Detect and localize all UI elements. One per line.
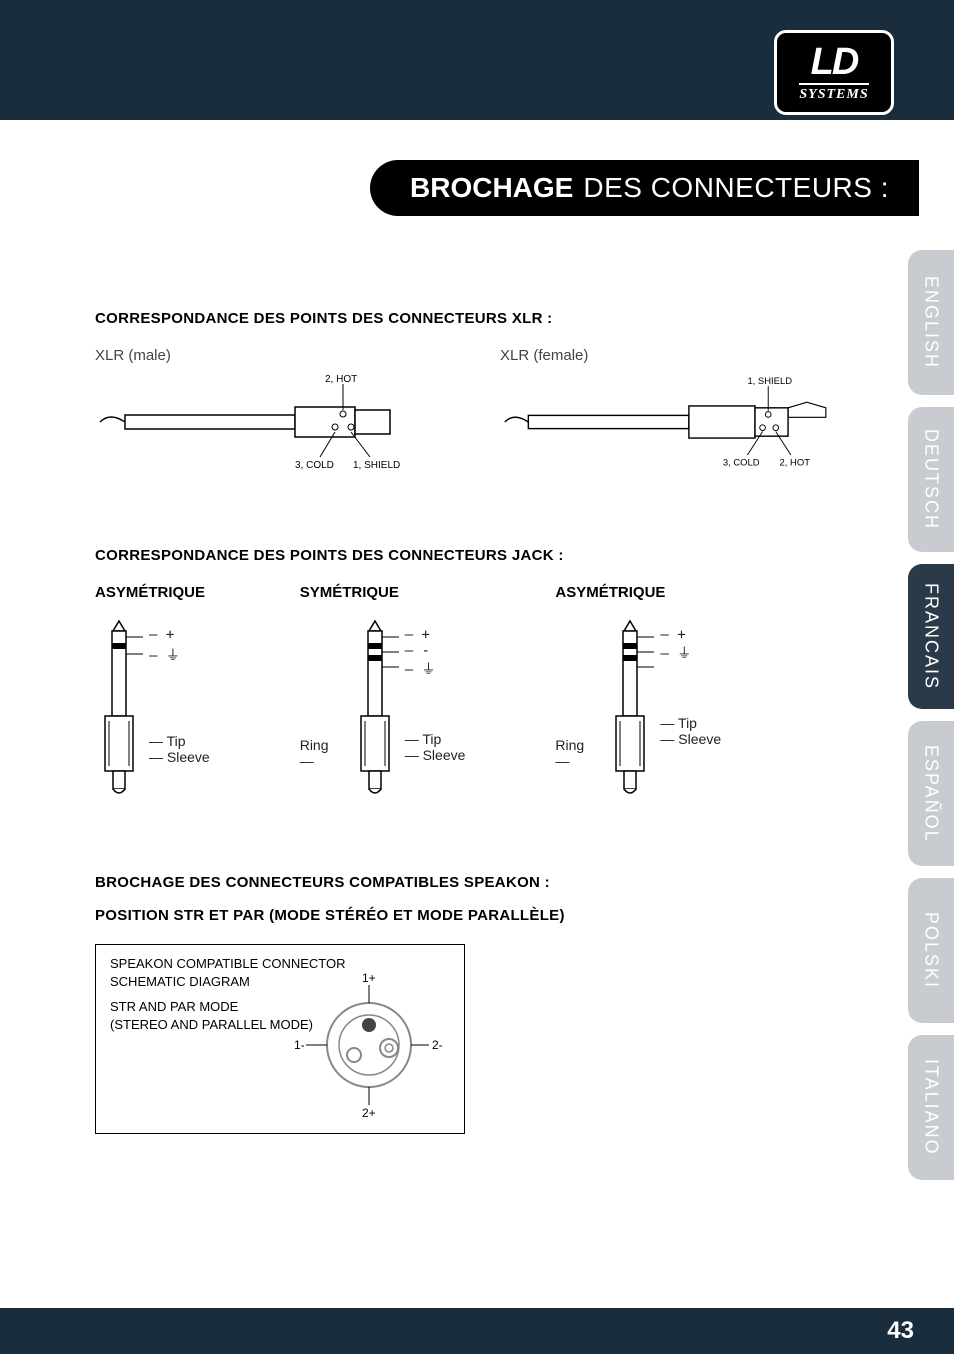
jack-body: Ring — — +— ⏚ — Tip— Sleeve: [555, 619, 721, 804]
speakon-diagram: 1+ 2- 2+ 1-: [294, 970, 444, 1120]
xlr-male-col: XLR (male) 2, HOT 3, COLD 1, SHIELD: [95, 347, 450, 477]
xlr-heading: CORRESPONDANCE DES POINTS DES CONNECTEUR…: [95, 310, 855, 327]
jack-part-label: — Tip: [660, 715, 721, 731]
lang-tab-label: ENGLISH: [921, 276, 942, 369]
jack-heading: CORRESPONDANCE DES POINTS DES CONNECTEUR…: [95, 547, 855, 564]
page-number: 43: [887, 1317, 914, 1345]
speakon-pin-left: 1-: [294, 1038, 305, 1052]
lang-tab-label: ESPAÑOL: [921, 745, 942, 843]
xlr-female-label: XLR (female): [500, 347, 855, 364]
lang-tab-label: POLSKI: [921, 912, 942, 989]
jack-part-label: — Sleeve: [405, 747, 466, 763]
jack-label-ring: Ring —: [555, 737, 600, 769]
jack-plug-icon: [606, 619, 654, 804]
lang-tab-español[interactable]: ESPAÑOL: [908, 721, 954, 866]
speakon-pin-bottom: 2+: [362, 1106, 376, 1120]
jack-left-labels: Ring —: [300, 619, 345, 769]
xlr-male-label: XLR (male): [95, 347, 450, 364]
xlr-diagrams-row: XLR (male) 2, HOT 3, COLD 1, SHIELD: [95, 347, 855, 477]
speakon-pin-right: 2-: [432, 1038, 443, 1052]
page-title-thin: DES CONNECTEURS :: [583, 172, 889, 204]
xlr-male-pin-hot: 2, HOT: [325, 374, 357, 385]
jack-part-label: — Tip: [405, 731, 466, 747]
logo-main: LD: [811, 43, 858, 81]
jack-right-labels: — +— -— ⏚ — Tip— Sleeve: [405, 619, 466, 763]
jack-signal-label: — -: [405, 643, 466, 659]
speakon-heading-2: POSITION STR ET PAR (MODE STÉRÉO ET MODE…: [95, 907, 855, 924]
page-title-bold: BROCHAGE: [410, 172, 573, 204]
jack-col-title: ASYMÉTRIQUE: [555, 584, 721, 601]
xlr-male-diagram: 2, HOT 3, COLD 1, SHIELD: [95, 372, 435, 472]
jack-plug-icon: [351, 619, 399, 804]
jack-right-labels: — + — ⏚ — Tip— Sleeve: [149, 619, 210, 765]
lang-tab-label: FRANCAIS: [921, 583, 942, 690]
jack-col-1: SYMÉTRIQUE Ring — — +— -— ⏚ — Tip— Sleeve: [300, 584, 466, 804]
jack-col-title: ASYMÉTRIQUE: [95, 584, 210, 601]
jack-signal-label: — ⏚: [660, 643, 721, 663]
jack-body: Ring — — +— -— ⏚ — Tip— Sleeve: [300, 619, 466, 804]
main-content: CORRESPONDANCE DES POINTS DES CONNECTEUR…: [95, 310, 855, 1134]
xlr-female-diagram: 1, SHIELD 3, COLD 2, HOT: [500, 372, 840, 472]
lang-tab-label: ITALIANO: [921, 1059, 942, 1156]
speakon-schematic-box: SPEAKON COMPATIBLE CONNECTOR SCHEMATIC D…: [95, 944, 465, 1134]
jack-signal-label: — +: [660, 627, 721, 643]
jack-left-labels: Ring —: [555, 619, 600, 769]
xlr-female-pin-hot: 2, HOT: [780, 457, 811, 468]
speakon-pin-top: 1+: [362, 971, 376, 985]
jack-signal-label: — +: [149, 627, 210, 643]
jack-part-label: — Sleeve: [660, 731, 721, 747]
lang-tab-english[interactable]: ENGLISH: [908, 250, 954, 395]
jack-col-title: SYMÉTRIQUE: [300, 584, 466, 601]
jack-part-label: — Tip: [149, 733, 210, 749]
lang-tab-italiano[interactable]: ITALIANO: [908, 1035, 954, 1180]
xlr-female-pin-shield: 1, SHIELD: [747, 376, 792, 387]
jack-signal-label: — +: [405, 627, 466, 643]
jack-signal-label: — ⏚: [149, 645, 210, 665]
jack-plug-icon: [95, 619, 143, 804]
jack-diagrams-row: ASYMÉTRIQUE — +— ⏚— Tip— SleeveSYMÉTRIQU…: [95, 584, 855, 804]
speakon-heading-1: BROCHAGE DES CONNECTEURS COMPATIBLES SPE…: [95, 874, 855, 891]
lang-tab-polski[interactable]: POLSKI: [908, 878, 954, 1023]
xlr-male-pin-shield: 1, SHIELD: [353, 460, 400, 471]
jack-part-label: — Sleeve: [149, 749, 210, 765]
jack-col-0: ASYMÉTRIQUE — + — ⏚ — Tip— Sleeve: [95, 584, 210, 804]
xlr-female-col: XLR (female) 1, SHIELD 3, COLD 2, HOT: [500, 347, 855, 477]
top-banner: LD SYSTEMS: [0, 0, 954, 120]
logo-sub: SYSTEMS: [799, 83, 868, 103]
lang-tab-label: DEUTSCH: [921, 429, 942, 530]
page-title-bar: BROCHAGE DES CONNECTEURS :: [370, 160, 919, 216]
jack-label-ring: Ring —: [300, 737, 345, 769]
xlr-female-pin-cold: 3, COLD: [723, 457, 760, 468]
lang-tab-deutsch[interactable]: DEUTSCH: [908, 407, 954, 552]
language-tabs: ENGLISH DEUTSCH FRANCAIS ESPAÑOL POLSKI ITALI…: [908, 250, 954, 1180]
jack-right-labels: — +— ⏚ — Tip— Sleeve: [660, 619, 721, 747]
brand-logo: LD SYSTEMS: [774, 30, 894, 115]
xlr-male-pin-cold: 3, COLD: [295, 460, 334, 471]
bottom-bar: 43: [0, 1308, 954, 1354]
jack-col-2: ASYMÉTRIQUE Ring — — +— ⏚ — Tip— Sleeve: [555, 584, 721, 804]
jack-body: — + — ⏚ — Tip— Sleeve: [95, 619, 210, 804]
jack-signal-label: — ⏚: [405, 659, 466, 679]
lang-tab-francais[interactable]: FRANCAIS: [908, 564, 954, 709]
